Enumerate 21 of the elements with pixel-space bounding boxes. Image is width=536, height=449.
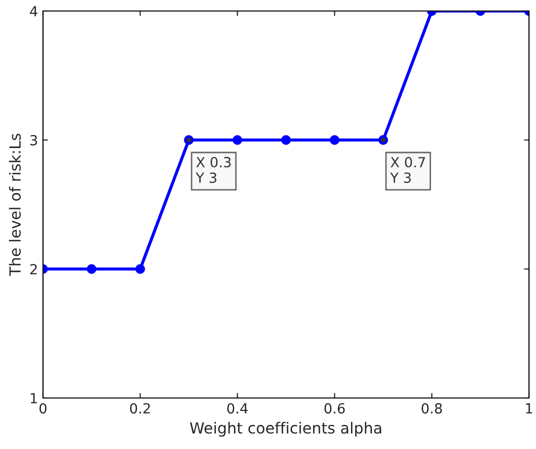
y-tick-label: 4 <box>30 6 38 16</box>
y-axis-title: The level of risk:Ls <box>8 134 21 276</box>
x-tick-label: 0.4 <box>227 403 248 414</box>
point <box>184 135 194 145</box>
y-tick-label: 3 <box>30 134 38 146</box>
annotation: X 0.7 Y 3 <box>390 156 425 183</box>
y-tick-label: 2 <box>30 264 37 274</box>
x-tick-label: 0 <box>39 403 46 414</box>
y-tick-label: 1 <box>30 393 37 404</box>
annotation: X 0.3 Y 3 <box>196 156 231 183</box>
x-tick-label: 0.2 <box>130 403 150 414</box>
point <box>330 135 340 145</box>
point <box>232 135 242 145</box>
point <box>378 135 388 145</box>
x-tick-label: 0.8 <box>422 403 442 414</box>
point <box>135 264 146 274</box>
point <box>86 264 96 274</box>
x-tick-label: 1 <box>526 403 532 414</box>
x-tick-label: 0.6 <box>324 403 345 414</box>
x-axis-title: Weight coefficients alpha <box>190 422 382 437</box>
point <box>281 135 291 145</box>
